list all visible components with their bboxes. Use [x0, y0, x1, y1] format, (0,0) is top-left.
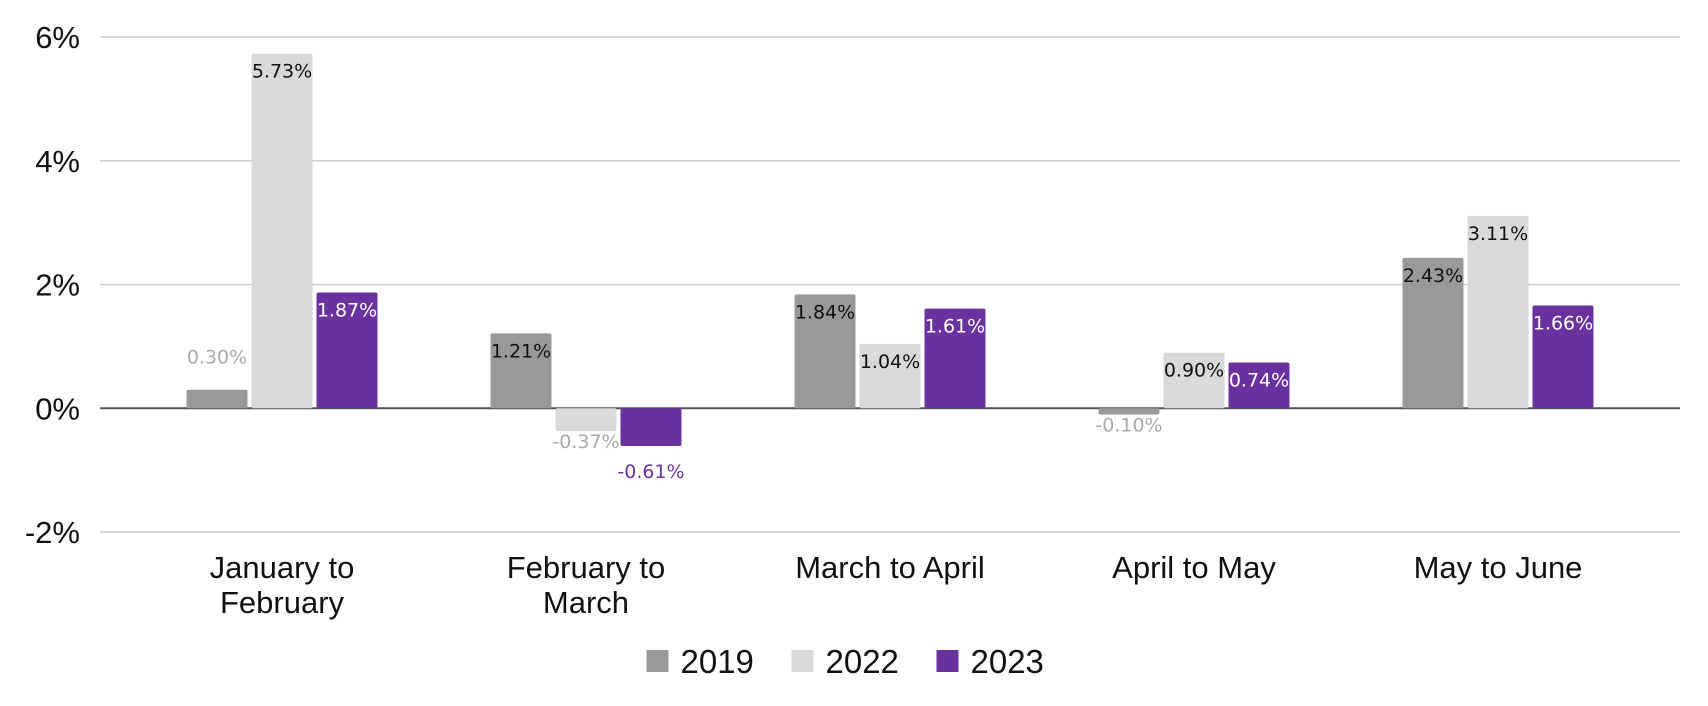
- y-tick-label: 2%: [35, 268, 80, 303]
- data-label: 1.21%: [491, 340, 551, 362]
- data-label: -0.61%: [617, 461, 684, 483]
- y-tick-label: 4%: [35, 144, 80, 179]
- x-tick-label: January to: [210, 550, 355, 585]
- x-tick-label: February to: [507, 550, 666, 585]
- data-label: 5.73%: [252, 61, 312, 83]
- bar-2019-3: [1098, 408, 1160, 415]
- y-tick-label: 6%: [35, 20, 80, 55]
- data-label: 0.90%: [1164, 360, 1224, 382]
- y-tick-label: 0%: [35, 391, 80, 426]
- bars: [186, 53, 1594, 446]
- bar-2022-3: [1163, 352, 1225, 409]
- bar-2023-4: [1532, 305, 1594, 409]
- bar-2022-1: [555, 408, 617, 432]
- data-label: 2.43%: [1403, 265, 1463, 287]
- data-label: 3.11%: [1468, 223, 1528, 245]
- bar-2019-0: [186, 389, 248, 409]
- bar-2022-4: [1467, 215, 1529, 409]
- data-label: -0.10%: [1095, 414, 1162, 436]
- y-tick-label: -2%: [25, 515, 80, 550]
- data-label: 1.84%: [795, 301, 855, 323]
- legend-label-2019: 2019: [681, 643, 754, 680]
- legend-swatch-2019: [646, 650, 669, 672]
- x-tick-label: February: [220, 585, 345, 620]
- bar-2023-0: [316, 292, 378, 409]
- x-tick-label: March to April: [795, 550, 985, 585]
- legend-label-2022: 2022: [826, 643, 899, 680]
- data-label: 1.87%: [317, 300, 377, 322]
- x-tick-label: May to June: [1414, 550, 1583, 585]
- bar-2023-2: [924, 308, 986, 409]
- data-label: 1.04%: [860, 351, 920, 373]
- data-label: 1.66%: [1533, 313, 1593, 335]
- bar-2019-1: [490, 333, 552, 409]
- data-label: 0.30%: [187, 347, 247, 369]
- bar-2019-2: [794, 294, 856, 409]
- legend: 2019 2022 2023: [646, 643, 1044, 680]
- bar-2022-2: [859, 343, 921, 409]
- data-label: 1.61%: [925, 316, 985, 338]
- bar-2019-4: [1402, 257, 1464, 409]
- data-label: 0.74%: [1229, 369, 1289, 391]
- data-labels: 0.30% 5.73% 1.87% 1.21% -0.37% -0.61% 1.84% 1.0…: [187, 61, 1593, 483]
- legend-label-2023: 2023: [971, 643, 1044, 680]
- y-axis-ticks: -2% 0% 2% 4% 6%: [25, 20, 80, 550]
- bar-2023-3: [1228, 362, 1290, 409]
- data-label: -0.37%: [552, 431, 619, 453]
- bar-2022-0: [251, 53, 313, 409]
- legend-swatch-2023: [936, 650, 959, 672]
- bar-2023-1: [620, 408, 682, 446]
- x-tick-label: April to May: [1112, 550, 1276, 585]
- x-tick-label: March: [543, 585, 629, 620]
- legend-swatch-2022: [791, 650, 814, 672]
